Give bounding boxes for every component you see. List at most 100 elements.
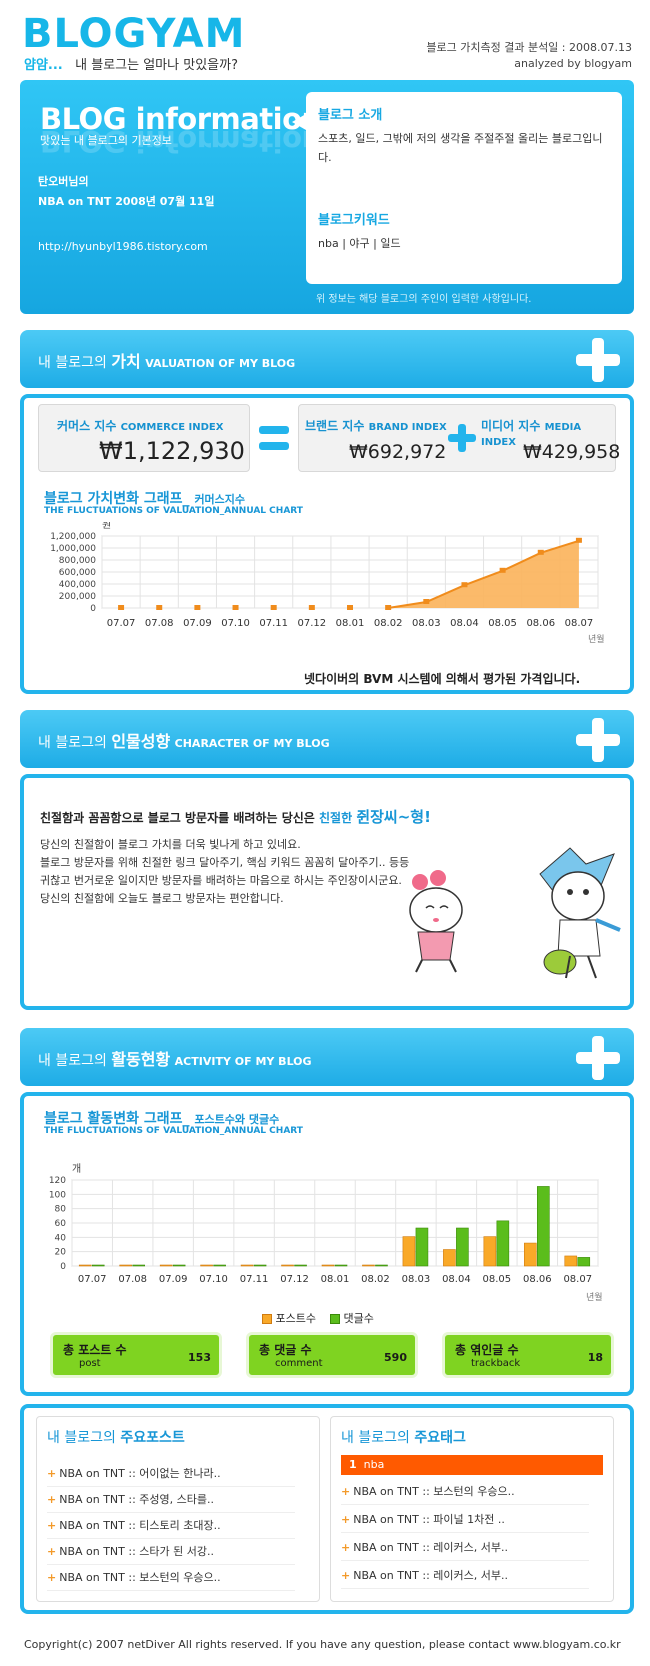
tag-post-link[interactable]: NBA on TNT :: 레이커스, 서부.. bbox=[341, 1535, 589, 1561]
x-tick-label: 07.09 bbox=[183, 618, 212, 629]
posts-bar bbox=[159, 1264, 173, 1267]
analysis-date-text: 블로그 가치측정 결과 분석일 : 2008.07.13 bbox=[426, 41, 632, 54]
posts-bar bbox=[119, 1264, 132, 1267]
top-post-link[interactable]: NBA on TNT :: 어이없는 한나라.. bbox=[47, 1461, 295, 1487]
data-point bbox=[385, 605, 392, 610]
y-tick-label: 200,000 bbox=[59, 592, 96, 602]
comments-bar bbox=[172, 1264, 186, 1267]
x-tick-label: 08.06 bbox=[526, 618, 555, 629]
activity-chart-title-text: 블로그 활동변화 그래프_ bbox=[44, 1111, 190, 1127]
legend-label-comments: 댓글수 bbox=[343, 1312, 374, 1325]
tag-post-link[interactable]: NBA on TNT :: 보스턴의 우승으.. bbox=[341, 1479, 589, 1505]
stat-label: 총 댓글 수 comment bbox=[259, 1343, 323, 1371]
plus-icon[interactable] bbox=[576, 1036, 620, 1080]
stat-label-ko: 총 엮인글 수 bbox=[455, 1343, 519, 1357]
valuation-section-bar: 내 블로그의 가치 VALUATION OF MY BLOG bbox=[20, 330, 634, 388]
x-tick-label: 08.02 bbox=[361, 1274, 390, 1285]
top-posts-box: 내 블로그의 주요포스트 NBA on TNT :: 어이없는 한나라.. NB… bbox=[36, 1416, 320, 1602]
plus-icon[interactable] bbox=[576, 338, 620, 382]
posts-bar bbox=[321, 1264, 335, 1267]
x-tick-label: 07.09 bbox=[159, 1274, 188, 1285]
intro-text: 스포츠, 일드, 그밖에 저의 생각을 주절주절 올리는 블로그입니다. bbox=[318, 132, 603, 164]
brand-label-ko: 브랜드 지수 bbox=[305, 419, 365, 433]
blog-name-date: NBA on TNT 2008년 07월 11일 bbox=[38, 195, 215, 208]
top-post-link[interactable]: NBA on TNT :: 주성영, 스타를.. bbox=[47, 1487, 295, 1513]
bar-label-main: 가치 bbox=[111, 352, 141, 371]
data-point bbox=[156, 605, 163, 610]
legend-swatch-comments bbox=[329, 1314, 340, 1324]
legend-swatch-posts bbox=[262, 1314, 272, 1324]
posts-bar bbox=[240, 1264, 254, 1267]
owner-name: 탄오버님의 bbox=[38, 175, 89, 188]
data-point bbox=[347, 605, 353, 610]
brand-label-en: BRAND INDEX bbox=[368, 422, 447, 433]
character-headline: 친절함과 꼼꼼함으로 블로그 방문자를 배려하는 당신은 친절한 쥔장씨~형! bbox=[40, 806, 431, 827]
character-headline-kind: 친절한 bbox=[319, 811, 353, 825]
bar-label-prefix: 내 블로그의 bbox=[38, 1053, 107, 1069]
y-tick-label: 1,200,000 bbox=[50, 532, 96, 542]
x-tick-label: 07.07 bbox=[78, 1274, 107, 1285]
x-tick-label: 08.06 bbox=[523, 1274, 552, 1285]
media-index-label: 미디어 지수 MEDIA INDEX bbox=[481, 417, 615, 448]
top-tag-bar[interactable]: 1 nba bbox=[341, 1455, 603, 1475]
activity-bar-label: 내 블로그의 활동현황 ACTIVITY OF MY BLOG bbox=[38, 1046, 312, 1070]
heading-prefix: 내 블로그의 bbox=[341, 1430, 410, 1446]
stat-label: 총 포스트 수 post bbox=[63, 1343, 127, 1371]
heading-prefix: 내 블로그의 bbox=[47, 1430, 116, 1446]
x-tick-label: 08.02 bbox=[374, 618, 403, 629]
stat-label-en: post bbox=[79, 1358, 101, 1369]
stat-value: 18 bbox=[587, 1351, 603, 1364]
comments-bar bbox=[334, 1264, 348, 1267]
posts-bar bbox=[402, 1236, 416, 1267]
tag-post-link[interactable]: NBA on TNT :: 파이널 1차전 .. bbox=[341, 1507, 589, 1533]
bar-label-en: CHARACTER OF MY BLOG bbox=[174, 737, 330, 750]
posts-bar bbox=[443, 1249, 456, 1267]
comments-bar bbox=[537, 1186, 550, 1267]
top-post-link[interactable]: NBA on TNT :: 보스턴의 우승으.. bbox=[47, 1565, 295, 1591]
keyword-heading: 블로그키워드 bbox=[318, 213, 390, 228]
posts-bar bbox=[564, 1255, 578, 1267]
blogyam-logo[interactable]: BLOGYAM bbox=[22, 11, 246, 57]
commerce-index-box: 커머스 지수 COMMERCE INDEX ₩1,122,930 bbox=[38, 404, 250, 472]
data-point bbox=[232, 605, 239, 610]
x-tick-label: 08.04 bbox=[450, 618, 479, 629]
x-tick-label: 08.05 bbox=[488, 618, 517, 629]
character-line: 당신의 친절함이 블로그 가치를 더욱 빛나게 하고 있네요. bbox=[40, 838, 301, 851]
footer-copyright: Copyright(c) 2007 netDiver All rights re… bbox=[24, 1638, 621, 1651]
data-point bbox=[270, 605, 277, 610]
bar-label-en: VALUATION OF MY BLOG bbox=[145, 357, 296, 370]
activity-chart-title: 블로그 활동변화 그래프_ 포스트수와 댓글수 bbox=[44, 1108, 279, 1128]
tag-post-link[interactable]: NBA on TNT :: 레이커스, 서부.. bbox=[341, 1563, 589, 1589]
comments-bar bbox=[253, 1264, 267, 1267]
posts-bar bbox=[524, 1242, 537, 1267]
bar-label-main: 활동현황 bbox=[111, 1050, 171, 1069]
analyzed-by: analyzed by blogyam bbox=[514, 57, 632, 70]
value-line bbox=[387, 539, 580, 609]
boy-mascot-illustration bbox=[539, 847, 621, 979]
y-tick-label: 0 bbox=[90, 604, 96, 614]
plus-sign-icon-vertical bbox=[458, 424, 466, 452]
top-post-link[interactable]: NBA on TNT :: 티스토리 초대장.. bbox=[47, 1513, 295, 1539]
comments-bar bbox=[375, 1264, 388, 1267]
comments-bar bbox=[415, 1227, 429, 1267]
tagline-yam: 얌얌... bbox=[24, 58, 63, 73]
plus-icon[interactable] bbox=[576, 718, 620, 762]
total-trackbacks-stat: 총 엮인글 수 trackback 18 bbox=[442, 1332, 614, 1378]
x-tick-label: 07.08 bbox=[118, 1274, 147, 1285]
activity-chart-title-small: 포스트수와 댓글수 bbox=[194, 1113, 280, 1126]
data-point bbox=[308, 605, 315, 610]
analysis-date: 블로그 가치측정 결과 분석일 : 2008.07.13 analyzed by… bbox=[426, 40, 632, 72]
media-label-ko: 미디어 지수 bbox=[481, 419, 541, 433]
x-axis-suffix: 년월 bbox=[586, 1291, 603, 1303]
x-tick-label: 07.12 bbox=[280, 1274, 309, 1285]
activity-chart: 개 120 100 80 60 40 20 0 07.07 07.08 07.09 07.10 07.1… bbox=[49, 1163, 603, 1303]
info-box-pointer bbox=[292, 114, 306, 130]
blog-url-link[interactable]: http://hyunbyl1986.tistory.com bbox=[38, 240, 208, 253]
posts-bar bbox=[78, 1264, 92, 1267]
bar-label-prefix: 내 블로그의 bbox=[38, 355, 107, 371]
total-comments-stat: 총 댓글 수 comment 590 bbox=[246, 1332, 418, 1378]
y-tick-label: 60 bbox=[55, 1219, 67, 1229]
total-posts-stat: 총 포스트 수 post 153 bbox=[50, 1332, 222, 1378]
character-section-bar: 내 블로그의 인물성향 CHARACTER OF MY BLOG bbox=[20, 710, 634, 768]
top-post-link[interactable]: NBA on TNT :: 스타가 된 서강.. bbox=[47, 1539, 295, 1565]
